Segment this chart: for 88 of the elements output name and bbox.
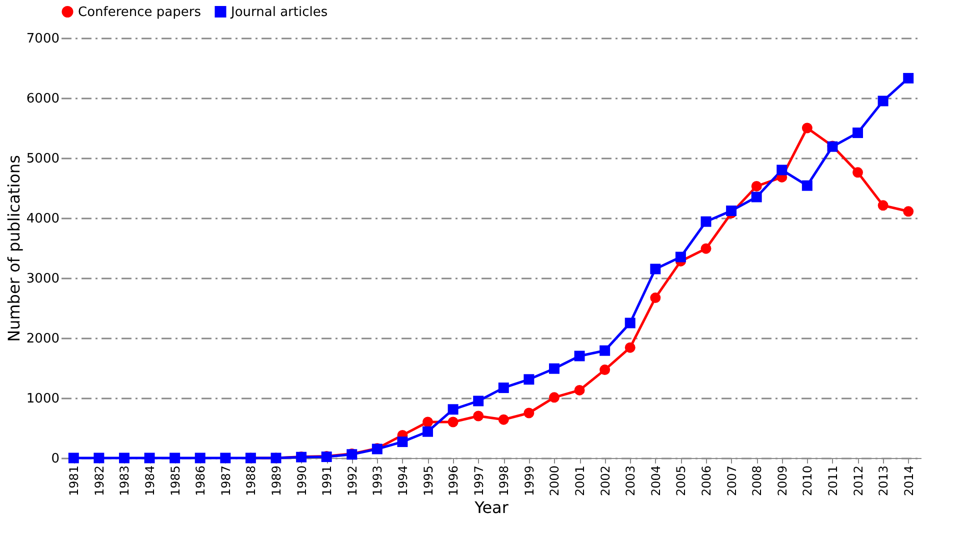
y-axis-title: Number of publications: [4, 155, 24, 342]
x-tick-label: 1989: [270, 466, 284, 496]
point: [574, 350, 585, 362]
point: [624, 342, 636, 353]
x-tick-label: 1988: [244, 466, 258, 496]
y-tick-label: 4000: [26, 212, 60, 226]
x-tick-label: 1999: [522, 466, 536, 496]
point: [650, 264, 661, 274]
x-tick-label: 1990: [294, 466, 309, 496]
point: [448, 416, 458, 428]
point: [624, 318, 636, 328]
y-tick-label: 2000: [26, 332, 60, 346]
x-tick-label: 1987: [218, 466, 233, 496]
point: [473, 396, 484, 406]
point: [524, 408, 534, 418]
x-tick-label: 2009: [775, 466, 790, 496]
point: [170, 452, 180, 464]
x-tick-label: 2004: [648, 466, 663, 496]
point: [802, 122, 812, 134]
y-tick-label: 6000: [26, 92, 60, 106]
point: [675, 252, 686, 262]
point: [118, 452, 130, 464]
x-tick-label: 2007: [724, 466, 739, 496]
x-tick-label: 1993: [370, 466, 385, 496]
point: [852, 167, 864, 178]
x-tick-label: 2002: [598, 466, 612, 496]
x-tick-label: 2008: [750, 466, 764, 496]
x-tick-label: 2001: [573, 466, 588, 496]
point: [751, 180, 762, 192]
x-tick-label: 1998: [497, 466, 512, 496]
x-tick-label: 2014: [902, 466, 916, 496]
x-tick-label: 1982: [92, 466, 106, 496]
point: [751, 192, 762, 202]
point: [700, 216, 712, 227]
x-tick-label: 1995: [421, 466, 436, 496]
x-axis-title: Year: [474, 498, 509, 518]
point: [498, 414, 509, 425]
point: [144, 452, 155, 464]
point: [903, 72, 914, 84]
x-tick-label: 1981: [67, 466, 82, 496]
x-tick-label: 2003: [624, 466, 638, 496]
y-tick-label: 3000: [26, 272, 60, 286]
point: [600, 364, 610, 376]
point: [600, 345, 610, 356]
x-tick-label: 2006: [700, 466, 714, 496]
point: [448, 404, 458, 415]
point: [422, 416, 434, 428]
point: [776, 164, 788, 176]
x-tick-label: 2012: [851, 466, 866, 496]
point: [574, 384, 585, 396]
point: [94, 452, 104, 464]
y-tick-label: 5000: [26, 152, 60, 166]
x-tick-label: 2013: [876, 466, 891, 496]
x-tick-label: 1992: [345, 466, 360, 496]
point: [650, 292, 661, 304]
point: [194, 452, 206, 464]
y-tick-label: 7000: [26, 32, 60, 46]
point: [548, 392, 560, 403]
x-tick-label: 1985: [168, 466, 182, 496]
x-tick-label: 2010: [800, 466, 815, 496]
x-tick-label: 2005: [674, 466, 688, 496]
x-tick-label: 1991: [320, 466, 334, 496]
point: [548, 363, 560, 374]
x-tick-label: 2000: [548, 466, 562, 496]
x-tick-label: 1997: [472, 466, 486, 496]
x-tick-label: 1996: [446, 466, 461, 496]
point: [903, 206, 914, 217]
point: [397, 436, 408, 448]
point: [422, 426, 434, 437]
point: [220, 452, 231, 464]
x-tick-label: 1994: [396, 466, 410, 496]
x-tick-label: 1983: [118, 466, 132, 496]
point: [700, 243, 712, 254]
point: [802, 180, 812, 191]
point: [878, 200, 888, 211]
legend-label: Conference papers: [78, 4, 202, 20]
y-tick-label: 1000: [26, 392, 60, 406]
point: [68, 452, 79, 464]
x-tick-label: 2011: [826, 466, 840, 496]
x-tick-label: 1986: [194, 466, 208, 496]
point: [498, 382, 509, 394]
y-tick-label: 0: [51, 452, 60, 466]
point: [878, 96, 888, 106]
point: [473, 410, 484, 422]
x-tick-label: 1984: [143, 466, 158, 496]
point: [524, 374, 534, 385]
point: [852, 128, 864, 138]
legend-label: Journal articles: [230, 4, 328, 20]
